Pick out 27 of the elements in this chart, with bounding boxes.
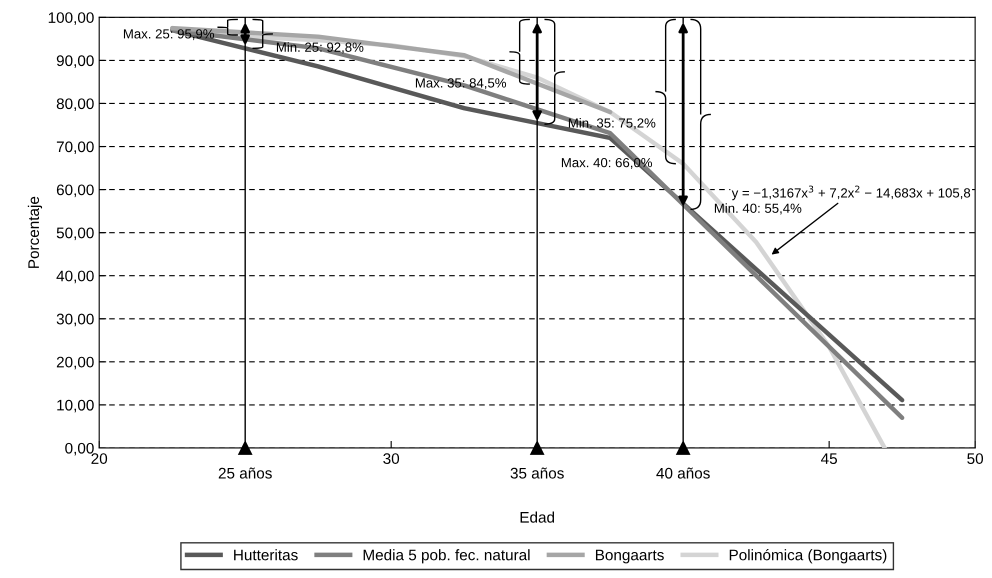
legend-label: Media 5 pob. fec. natural <box>364 549 530 564</box>
x-tick-label: 20 <box>91 453 108 464</box>
annotation: Min. 40: 55,4% <box>714 203 802 214</box>
x-tick-label: 30 <box>383 453 400 464</box>
x-axis-title: Edad <box>520 511 554 523</box>
y-tick-label: 80,00 <box>56 98 94 111</box>
annotation: y = −1,3167x$^{3}$ + 7,2x$^{2}$ − 14,683x + 105,8 <box>732 186 970 200</box>
y-tick-label: 50,00 <box>56 228 94 240</box>
y-tick-label: 20,00 <box>56 356 94 370</box>
y-tick-label: 0,00 <box>65 442 94 456</box>
y-tick-label: 60,00 <box>56 184 94 198</box>
ref-line-label: 25 años <box>218 468 272 479</box>
ref-line-label: 40 años <box>656 468 710 479</box>
annotation: Max. 25: 95,9% <box>124 29 214 40</box>
y-axis-title: Porcentaje <box>28 196 42 268</box>
y-tick-label: 40,00 <box>56 270 94 284</box>
y-tick-label: 90,00 <box>56 55 94 68</box>
x-tick-label: 45 <box>821 453 838 464</box>
legend-label: Polinómica (Bongaarts) <box>730 548 886 564</box>
y-tick-label: 10,00 <box>57 400 94 412</box>
x-tick-label: 50 <box>967 453 984 464</box>
legend-label: Hutteritas <box>234 549 298 560</box>
ref-line-label: 35 años <box>510 468 564 479</box>
y-tick-label: 30,00 <box>56 314 94 326</box>
legend-label: Bongaarts <box>596 550 664 564</box>
y-tick-label: 100,00 <box>48 12 94 25</box>
y-tick-label: 70,00 <box>56 141 94 154</box>
